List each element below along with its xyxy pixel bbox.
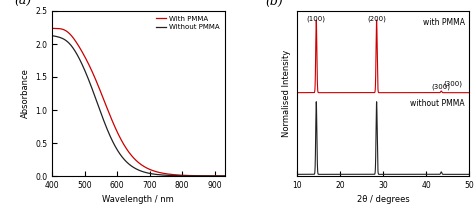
With PMMA [49,27,55,30]
Without PMMA [119,155,125,158]
Legend: With PMMA, Without PMMA: With PMMA, Without PMMA [155,15,221,31]
Text: (200): (200) [367,16,386,22]
X-axis label: Wavelength / nm: Wavelength / nm [102,195,174,204]
Without PMMA [187,174,192,177]
Text: with PMMA: with PMMA [423,18,465,27]
Y-axis label: Absorbance: Absorbance [20,69,29,118]
With PMMA [125,150,131,152]
Text: without PMMA: without PMMA [410,99,465,108]
Without PMMA [125,162,131,165]
Without PMMA [222,175,228,177]
Text: (100): (100) [307,16,326,22]
Without PMMA [49,34,55,37]
Without PMMA [184,174,190,177]
With PMMA [222,175,228,177]
Text: (a): (a) [14,0,31,8]
Line: Without PMMA: Without PMMA [52,36,225,176]
Text: (300): (300) [432,84,451,90]
Without PMMA [67,43,73,45]
Line: With PMMA: With PMMA [52,28,225,176]
With PMMA [168,173,173,176]
With PMMA [119,140,125,142]
Y-axis label: Normalised Intensity: Normalised Intensity [283,50,292,137]
With PMMA [184,174,190,177]
Without PMMA [168,174,173,177]
With PMMA [187,174,192,177]
With PMMA [67,33,73,35]
X-axis label: 2θ / degrees: 2θ / degrees [357,195,410,204]
Text: (b): (b) [266,0,283,8]
Text: (300): (300) [443,80,463,87]
